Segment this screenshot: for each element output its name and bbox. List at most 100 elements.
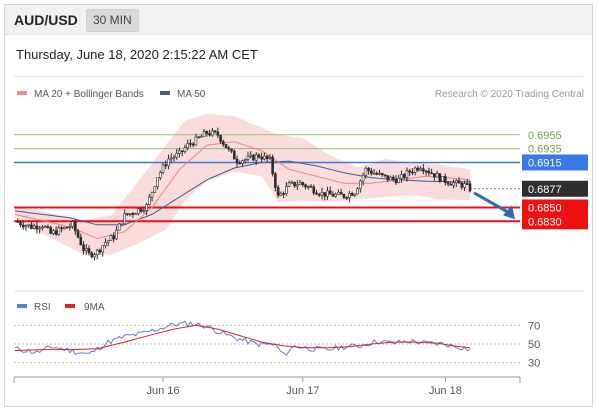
candle-body: [115, 229, 118, 240]
candle-body: [19, 221, 22, 226]
candle-body: [74, 221, 77, 232]
candle-body: [79, 236, 83, 246]
candle-body: [82, 244, 85, 251]
candle-body: [413, 167, 417, 173]
credit-label: Research © 2020 Trading Central: [435, 89, 584, 100]
candle-body: [276, 187, 280, 196]
support-label: 0.6830: [528, 216, 562, 228]
candle-body: [98, 249, 102, 253]
candle-body: [235, 158, 239, 164]
candle-body: [389, 176, 392, 181]
candle-body: [274, 173, 277, 188]
candle-body: [454, 180, 458, 184]
projection-arrow-head: [503, 205, 515, 220]
candle-body: [222, 141, 225, 145]
candle-body: [161, 164, 165, 173]
rsi-level-label: 30: [528, 358, 540, 370]
candle-body: [391, 176, 395, 180]
candle-body: [241, 160, 244, 164]
symbol-label: AUD/USD: [14, 12, 78, 28]
candle-body: [356, 188, 359, 195]
candle-body: [46, 226, 50, 228]
candle-body: [123, 213, 126, 225]
candle-body: [202, 131, 206, 137]
candle-body: [227, 147, 231, 150]
pivot-tag: [522, 154, 588, 171]
candle-body: [400, 174, 403, 179]
candle-body: [378, 173, 381, 175]
candle-body: [296, 184, 299, 187]
candle-body: [290, 181, 294, 184]
candle-body: [326, 190, 329, 197]
pivot-label: 0.6915: [528, 157, 562, 169]
rsi-legend-label: RSI: [34, 302, 51, 313]
candle-body: [153, 186, 157, 193]
candle-body: [402, 174, 406, 178]
rsi-ma-legend-swatch: [65, 304, 75, 308]
chart-header: AUD/USD 30 MIN: [5, 5, 592, 35]
candle-body: [465, 183, 469, 185]
candle-body: [68, 226, 72, 228]
candle-body: [293, 181, 296, 187]
candle-body: [287, 182, 291, 187]
candle-body: [386, 175, 390, 181]
candle-body: [216, 131, 220, 136]
candle-body: [43, 226, 47, 228]
candle-body: [282, 193, 285, 195]
candle-body: [353, 193, 357, 196]
candle-body: [76, 230, 80, 238]
candle-body: [441, 176, 444, 182]
candle-body: [315, 192, 318, 195]
candle-body: [197, 136, 200, 139]
candle-body: [32, 225, 36, 229]
candle-body: [337, 191, 340, 195]
candle-body: [150, 191, 154, 198]
candle-body: [183, 147, 187, 152]
candle-body: [71, 221, 74, 227]
candle-body: [16, 221, 20, 223]
candle-body: [334, 193, 337, 197]
candle-body: [463, 183, 466, 188]
candle-body: [90, 252, 94, 258]
candle-body: [397, 178, 401, 184]
timestamp: Thursday, June 18, 2020 2:15:22 AM CET: [16, 47, 258, 62]
candle-body: [317, 193, 321, 196]
support-tag: [522, 199, 588, 216]
candle-body: [444, 176, 447, 183]
candle-body: [411, 171, 414, 174]
candle-body: [84, 248, 88, 251]
ma50-legend-label: MA 50: [177, 89, 206, 100]
ma20-legend-swatch: [17, 91, 27, 95]
candle-body: [63, 226, 66, 229]
timeframe-button[interactable]: 30 MIN: [86, 9, 139, 32]
bollinger-band: [15, 114, 470, 255]
candle-body: [180, 150, 184, 153]
candle-body: [189, 143, 192, 145]
candle-body: [339, 191, 343, 195]
candle-body: [257, 154, 261, 158]
candle-body: [54, 230, 58, 235]
candle-body: [408, 170, 411, 173]
candle-body: [328, 190, 332, 195]
candle-body: [348, 193, 351, 199]
candle-body: [208, 133, 211, 136]
candle-body: [169, 157, 173, 160]
candle-body: [246, 156, 250, 160]
candle-body: [285, 186, 288, 194]
candle-body: [128, 213, 132, 215]
candle-body: [380, 173, 384, 176]
x-tick-label: Jun 18: [429, 385, 462, 397]
candle-body: [95, 249, 99, 255]
candle-body: [167, 158, 170, 167]
candle-body: [134, 213, 137, 215]
candle-body: [232, 150, 236, 160]
candle-body: [468, 183, 472, 192]
candle-body: [452, 182, 455, 186]
candle-body: [320, 192, 324, 196]
candle-body: [279, 193, 283, 196]
candle-body: [145, 204, 148, 211]
candle-body: [446, 182, 450, 185]
candle-body: [449, 183, 453, 186]
candle-body: [430, 172, 433, 175]
candle-body: [350, 193, 354, 196]
